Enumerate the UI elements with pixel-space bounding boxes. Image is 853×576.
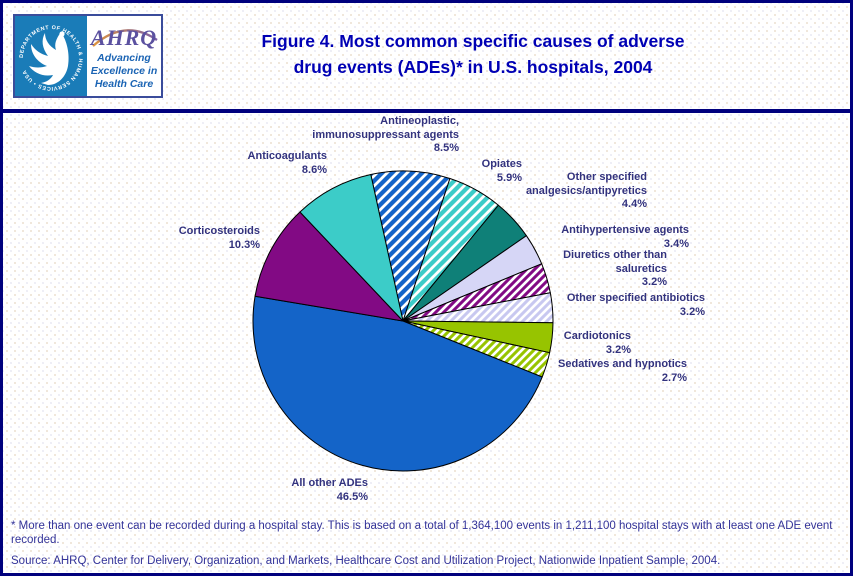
tagline-line: Health Care xyxy=(94,78,154,90)
figure-title-line: Figure 4. Most common specific causes of… xyxy=(261,31,685,51)
slice-label-opiates: Opiates 5.9% xyxy=(481,158,522,184)
figure-title: Figure 4. Most common specific causes of… xyxy=(173,28,773,80)
pie-chart-svg xyxy=(252,170,554,472)
slice-pct: 4.4% xyxy=(621,198,647,210)
source-text: Source: AHRQ, Center for Delivery, Organ… xyxy=(11,555,721,567)
pie-slice-corticosteroids xyxy=(254,211,404,322)
slice-label-anticoagulants: Anticoagulants 8.6% xyxy=(247,150,327,176)
slice-label-diuretics: Diuretics other than saluretics 3.2% xyxy=(563,249,667,288)
ahrq-acronym: AHRQ xyxy=(90,25,158,50)
figure-title-line: drug events (ADEs)* in U.S. hospitals, 2… xyxy=(293,57,653,77)
slice-label-all-other-ades: All other ADEs 46.5% xyxy=(291,477,368,503)
slice-pct: 2.7% xyxy=(661,371,687,384)
ahrq-arc-icon xyxy=(92,29,158,47)
hhs-seal: DEPARTMENT OF HEALTH & HUMAN SERVICES • … xyxy=(15,16,87,96)
ahrq-tagline: Advancing Excellence in Health Care xyxy=(87,52,161,91)
slice-label-antineoplastic: Antineoplastic, immunosuppressant agents… xyxy=(312,115,459,154)
pie-slice-allother xyxy=(252,295,543,472)
slice-label-corticosteroids: Corticosteroids 10.3% xyxy=(178,225,260,251)
tagline-line: Advancing xyxy=(97,52,151,64)
pie-chart xyxy=(251,169,555,473)
slice-label-sedatives: Sedatives and hypnotics 2.7% xyxy=(558,358,687,384)
slice-pct: 10.3% xyxy=(228,238,260,251)
header-divider xyxy=(3,109,850,113)
tagline-line: Excellence in xyxy=(90,65,158,77)
slice-label-cardiotonics: Cardiotonics 3.2% xyxy=(563,330,631,356)
slice-pct: 8.6% xyxy=(301,163,327,176)
ahrq-wordmark: AHRQ Advancing Excellence in Health Care xyxy=(87,16,161,96)
slice-pct: 3.2% xyxy=(679,305,705,318)
slice-label-antibiotics: Other specified antibiotics 3.2% xyxy=(566,292,705,318)
pie-slice-anticoagulants xyxy=(299,174,404,322)
slice-label-analgesics: Other specified analgesics/antipyretics … xyxy=(525,171,647,210)
slice-label-antihypertensive: Antihypertensive agents 3.4% xyxy=(561,224,689,250)
slice-pct: 3.4% xyxy=(663,237,689,250)
slice-pct: 5.9% xyxy=(496,171,522,184)
footnote-text: * More than one event can be recorded du… xyxy=(11,520,833,546)
slice-pct: 3.2% xyxy=(605,343,631,356)
footnotes: * More than one event can be recorded du… xyxy=(11,519,849,568)
slice-pct: 8.5% xyxy=(433,142,459,154)
slice-pct: 3.2% xyxy=(641,276,667,288)
slice-pct: 46.5% xyxy=(336,490,368,503)
hhs-eagle-icon: DEPARTMENT OF HEALTH & HUMAN SERVICES • … xyxy=(19,25,83,91)
ahrq-hhs-logo: DEPARTMENT OF HEALTH & HUMAN SERVICES • … xyxy=(13,14,163,98)
